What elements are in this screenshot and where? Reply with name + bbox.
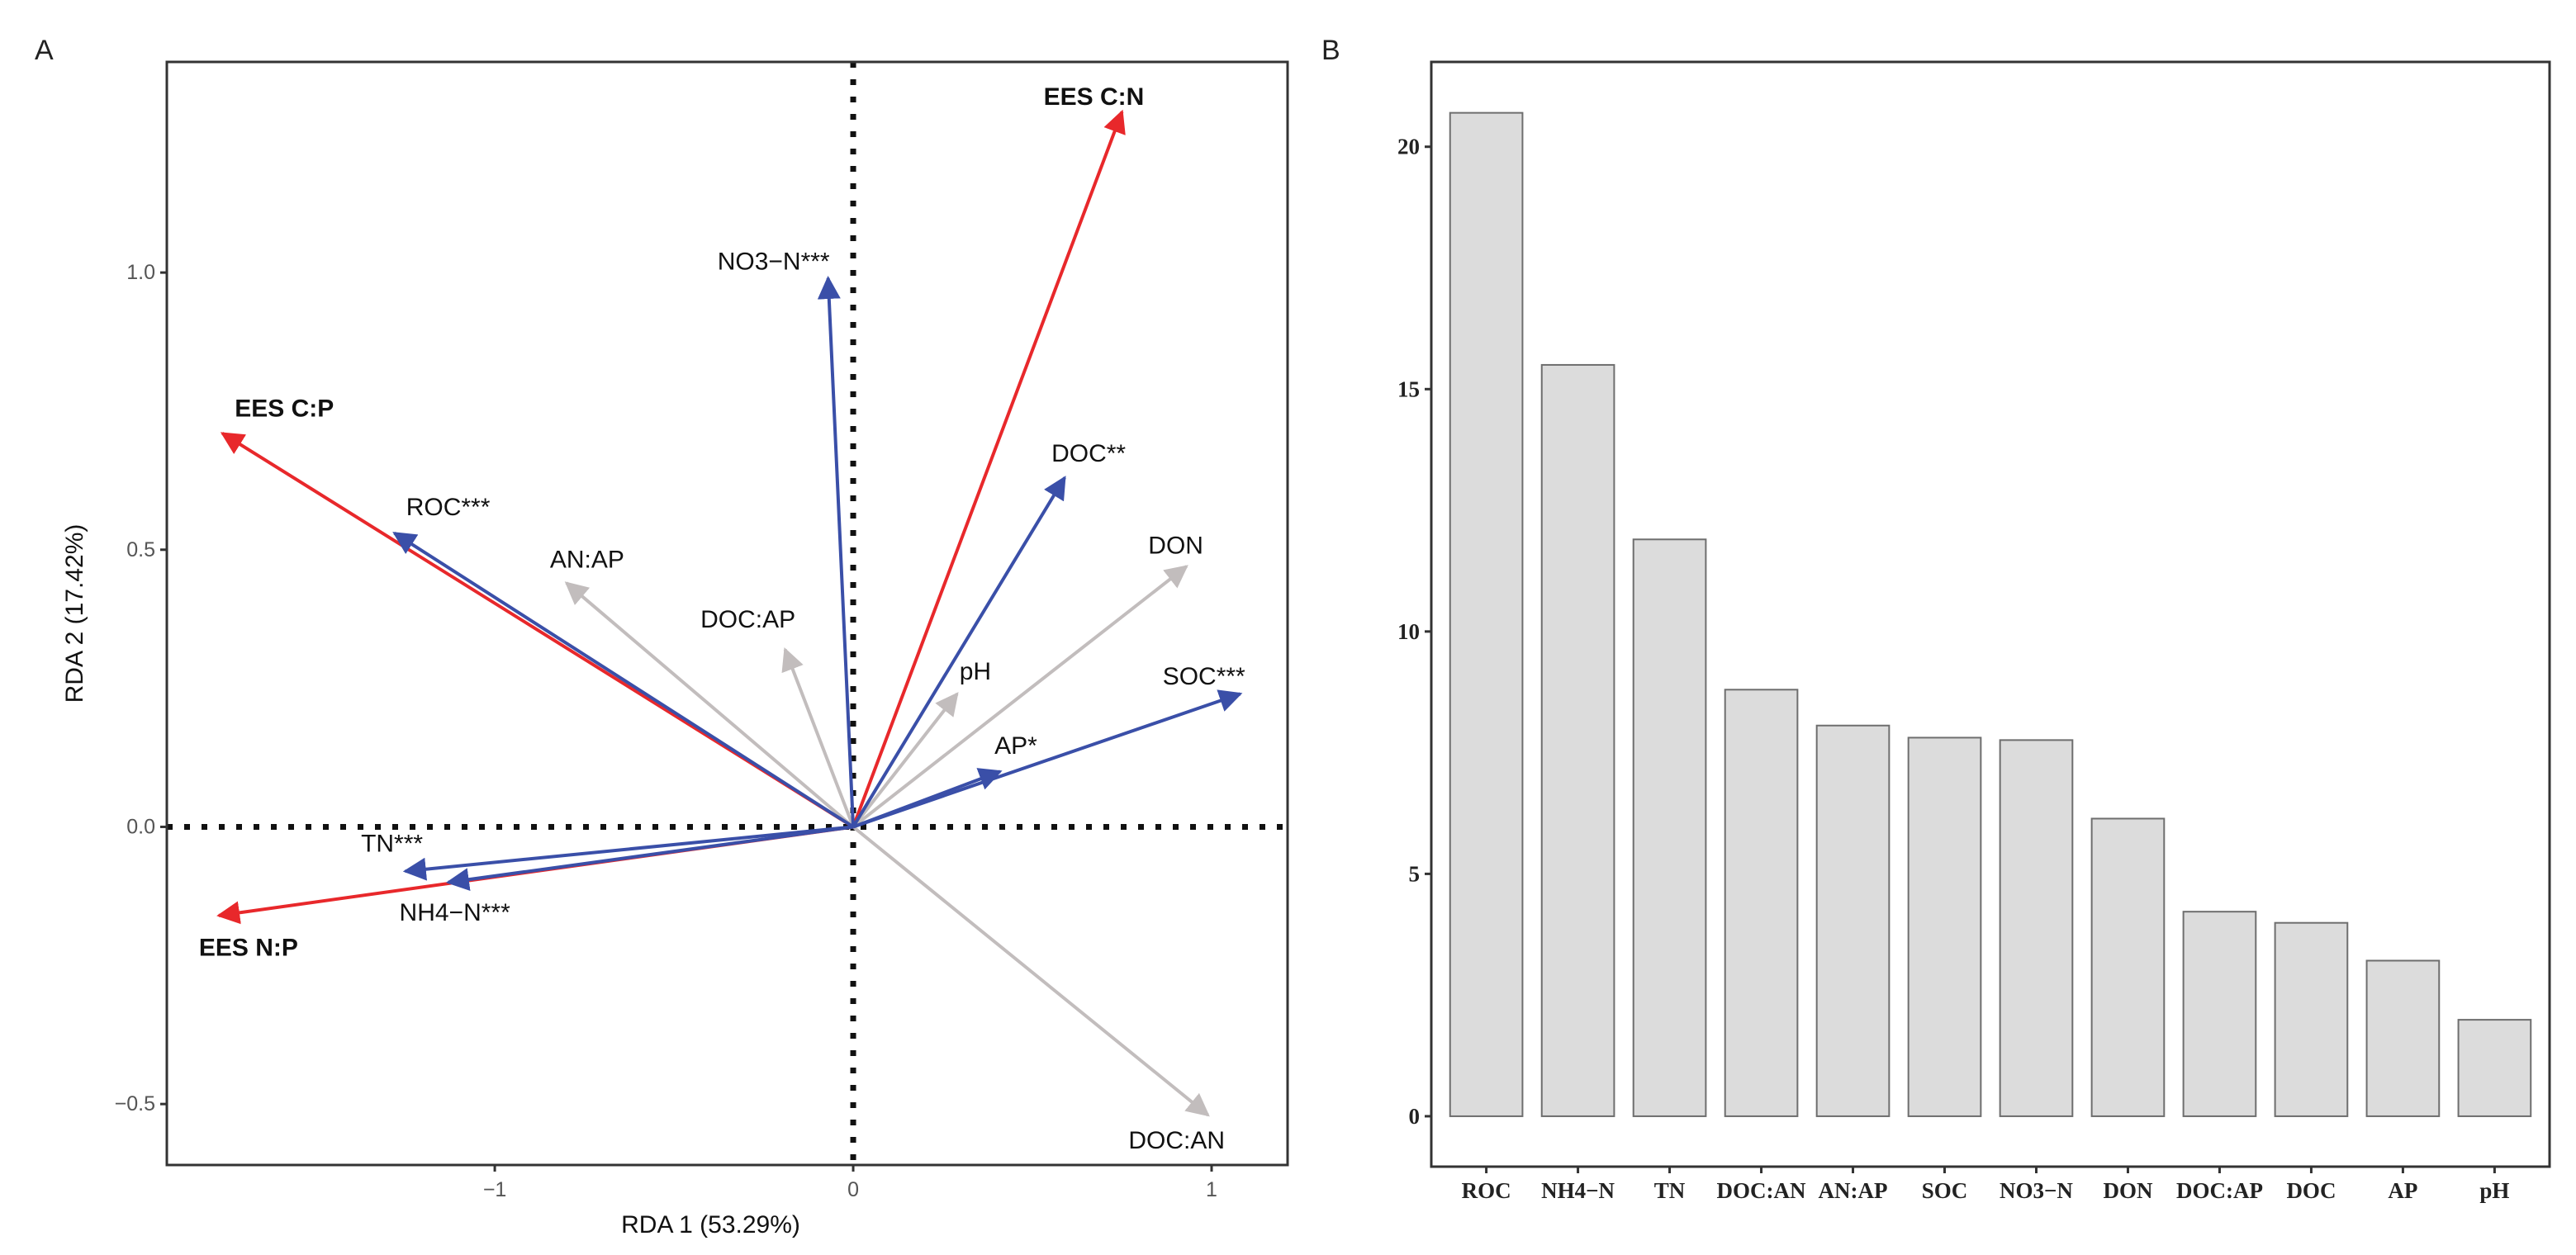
x-tick-label: AN:AP: [1819, 1178, 1888, 1203]
arrow-non_significant: [852, 825, 1210, 1117]
arrow-label: NH4−N***: [400, 899, 511, 926]
arrow-label: pH: [960, 658, 991, 685]
arrow-significant: [852, 476, 1066, 828]
x-tick-label: −1: [483, 1178, 507, 1201]
arrow-label: NO3−N***: [718, 248, 830, 275]
panel-b: B ROC NH4−N TN DOC:AN AN:AP SOC NO3−N DON DOC:AP D…: [1321, 35, 2551, 1203]
panel-label-a: A: [35, 35, 54, 66]
panel-a: A EES C:N EES C:P EES N:P NO3−N*** ROC*** DOC*…: [35, 35, 1289, 1238]
x-tick-label: NH4−N: [1541, 1178, 1615, 1203]
plot-frame-a: [165, 60, 1289, 1167]
x-tick-label: DON: [2103, 1178, 2153, 1203]
bar: [1999, 739, 2074, 1117]
arrow-non_significant: [852, 692, 959, 828]
x-tick-label: DOC: [2286, 1178, 2336, 1203]
y-tick-label: −0.5: [115, 1092, 155, 1115]
panel-label-b: B: [1321, 35, 1340, 66]
arrow-significant: [392, 531, 855, 829]
x-axis-title: RDA 1 (53.29%): [621, 1211, 800, 1238]
x-tick-label: SOC: [1922, 1178, 1968, 1203]
x-tick-label: DOC:AP: [2176, 1178, 2263, 1203]
arrow-label: EES N:P: [199, 934, 298, 961]
bar: [1632, 538, 1707, 1117]
arrow-significant: [817, 276, 856, 827]
y-axis-title: RDA 2 (17.42%): [61, 524, 88, 703]
bar: [2457, 1019, 2532, 1117]
bar: [1907, 736, 1982, 1117]
bar: [2365, 959, 2441, 1117]
y-tick-label: 0: [1409, 1104, 1421, 1129]
arrow-significant: [852, 689, 1243, 829]
arrow-label: DOC**: [1051, 440, 1126, 467]
x-tick-label: 1: [1206, 1178, 1217, 1201]
bar: [2090, 817, 2166, 1117]
arrow-label: AP*: [994, 732, 1037, 760]
arrow-label: ROC***: [406, 494, 491, 521]
y-tick-label: 5: [1409, 861, 1421, 886]
arrow-label: AN:AP: [550, 547, 624, 574]
arrow-label: EES C:N: [1044, 83, 1145, 111]
y-tick-label: 20: [1397, 135, 1420, 159]
x-tick-label: pH: [2479, 1178, 2509, 1203]
y-tick-label: 0.5: [126, 538, 155, 561]
arrow-non_significant: [852, 565, 1188, 829]
arrow-significant: [402, 825, 854, 881]
bar: [1724, 689, 1799, 1117]
arrow-significant: [445, 825, 854, 892]
y-tick-label: 15: [1397, 376, 1420, 401]
x-tick-label: TN: [1654, 1178, 1686, 1203]
bar: [2274, 921, 2349, 1117]
x-tick-label: AP: [2388, 1178, 2417, 1203]
arrow-non_significant: [781, 647, 855, 828]
arrow-label: DON: [1148, 532, 1203, 559]
x-tick-label: ROC: [1462, 1178, 1511, 1203]
arrow-response: [852, 109, 1126, 828]
arrow-label: EES C:P: [235, 395, 334, 422]
bar: [1449, 111, 1524, 1117]
y-tick-label: 1.0: [126, 261, 155, 284]
arrow-label: DOC:AP: [700, 606, 795, 633]
x-tick-label: NO3−N: [2000, 1178, 2073, 1203]
arrow-non_significant: [564, 581, 855, 828]
x-tick-label: DOC:AN: [1717, 1178, 1806, 1203]
bar: [2182, 911, 2257, 1117]
arrow-label: DOC:AN: [1128, 1127, 1225, 1154]
bar: [1540, 363, 1615, 1117]
y-tick-label: 10: [1397, 619, 1420, 644]
y-tick-label: 0.0: [126, 815, 155, 838]
x-tick-label: 0: [847, 1178, 859, 1201]
bar: [1815, 724, 1890, 1117]
arrow-significant: [852, 768, 1003, 829]
arrow-label: SOC***: [1163, 663, 1245, 690]
plot-frame-b: [1430, 60, 2551, 1168]
arrow-label: TN***: [361, 831, 423, 858]
